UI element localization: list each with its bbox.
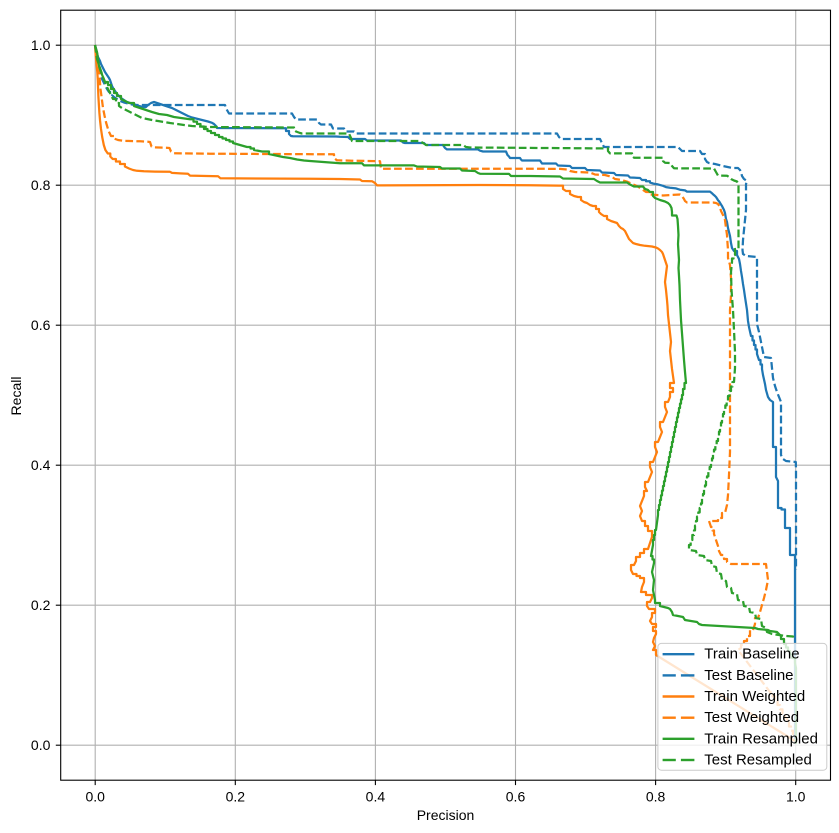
svg-text:Train Baseline: Train Baseline	[704, 646, 799, 663]
svg-text:Train Resampled: Train Resampled	[704, 730, 818, 747]
svg-text:Precision: Precision	[417, 807, 475, 823]
svg-text:1.0: 1.0	[31, 37, 51, 53]
svg-text:0.8: 0.8	[31, 177, 51, 193]
svg-text:0.6: 0.6	[506, 789, 526, 805]
svg-text:Test Weighted: Test Weighted	[704, 709, 799, 726]
svg-text:0.2: 0.2	[31, 597, 51, 613]
svg-text:0.8: 0.8	[646, 789, 666, 805]
svg-text:0.4: 0.4	[31, 457, 51, 473]
svg-text:0.0: 0.0	[85, 789, 105, 805]
svg-text:0.6: 0.6	[31, 317, 51, 333]
svg-text:0.4: 0.4	[366, 789, 386, 805]
svg-text:Test Baseline: Test Baseline	[704, 667, 793, 684]
svg-text:Test Resampled: Test Resampled	[704, 752, 812, 769]
svg-text:0.2: 0.2	[226, 789, 246, 805]
svg-text:Train Weighted: Train Weighted	[704, 688, 805, 705]
svg-text:0.0: 0.0	[31, 737, 51, 753]
svg-text:Recall: Recall	[8, 377, 24, 416]
svg-text:1.0: 1.0	[786, 789, 806, 805]
